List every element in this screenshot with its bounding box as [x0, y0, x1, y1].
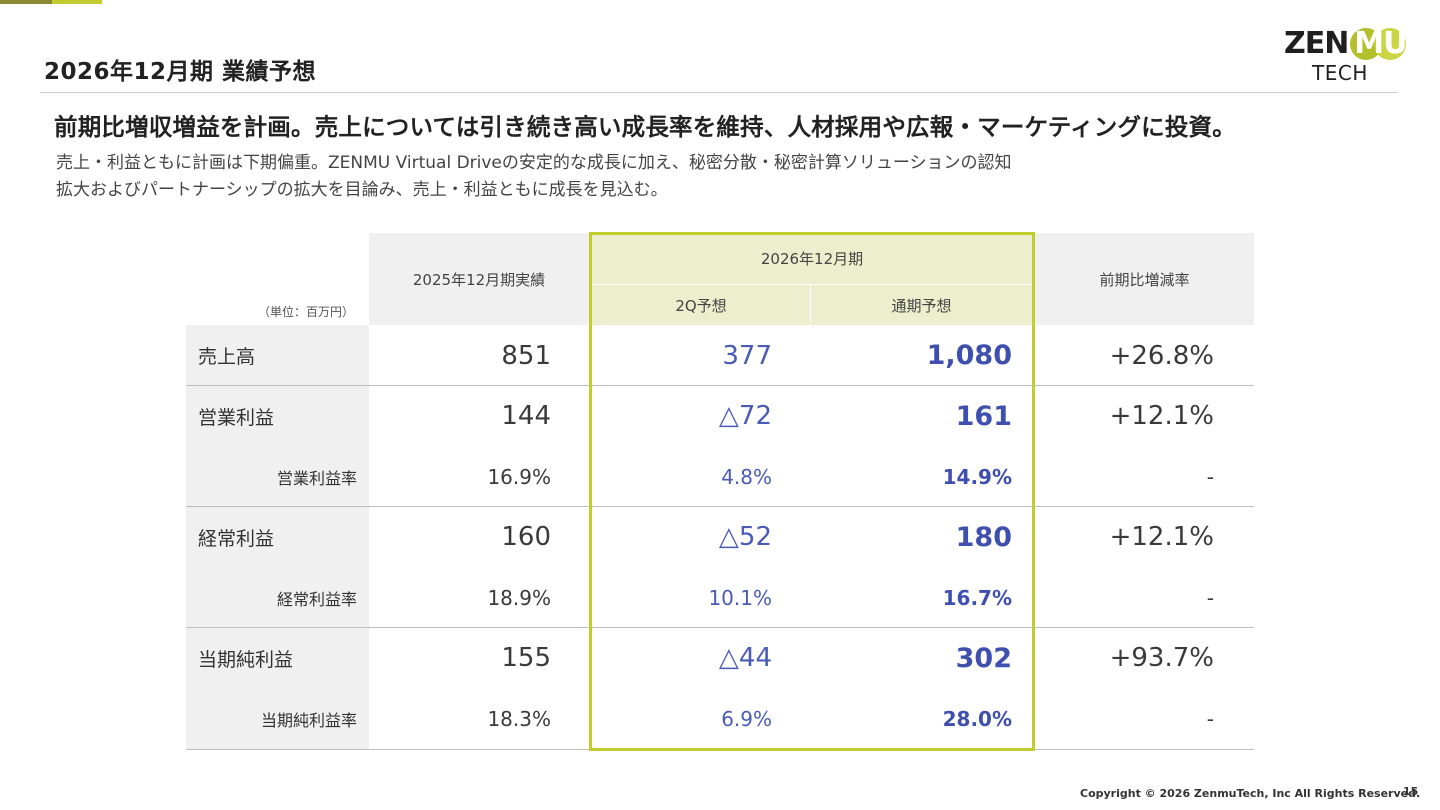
- cell-yoy: -: [1206, 585, 1214, 610]
- cell-q2: △44: [718, 643, 772, 673]
- cell-q2: 10.1%: [708, 585, 772, 610]
- cell-q2: △72: [718, 401, 772, 431]
- row-label: 営業利益率: [276, 468, 357, 488]
- header-unit-cell: （単位：百万円）: [186, 233, 369, 325]
- row-label: 経常利益率: [276, 589, 357, 609]
- header-forecast-group: 2026年12月期: [592, 233, 1032, 284]
- cell-actual: 155: [501, 643, 551, 673]
- cell-yoy: +26.8%: [1109, 340, 1214, 371]
- cell-full: 16.7%: [942, 585, 1012, 610]
- description-line: 拡大およびパートナーシップの拡大を目論み、売上・利益ともに成長を見込む。: [56, 180, 668, 200]
- cell-yoy: +93.7%: [1109, 643, 1214, 673]
- header-yoy: 前期比増減率: [1035, 233, 1254, 325]
- forecast-table: （単位：百万円） 2025年12月期実績 2026年12月期 2Q予想 通期予想…: [186, 233, 1254, 750]
- header-forecast-2q: 2Q予想: [592, 285, 810, 325]
- logo-text: ZEN: [1284, 26, 1349, 61]
- row-divider: [186, 627, 1254, 628]
- cell-full: 1,080: [926, 340, 1012, 371]
- header-actual: 2025年12月期実績: [369, 233, 589, 325]
- cell-yoy: +12.1%: [1109, 522, 1214, 552]
- cell-q2: 6.9%: [721, 707, 772, 731]
- cell-actual: 18.3%: [487, 707, 551, 731]
- cell-q2: 377: [722, 340, 772, 371]
- cell-actual: 18.9%: [487, 585, 551, 610]
- cell-actual: 160: [501, 522, 551, 552]
- row-label: 売上高: [198, 346, 256, 368]
- row-divider: [186, 506, 1254, 507]
- cell-yoy: +12.1%: [1109, 401, 1214, 431]
- logo-mu-mark: MU: [1350, 26, 1407, 62]
- page-title: 2026年12月期 業績予想: [44, 59, 317, 85]
- headline: 前期比増収増益を計画。売上については引き続き高い成長率を維持、人材採用や広報・マ…: [54, 113, 1236, 141]
- cell-q2: △52: [718, 522, 772, 552]
- zenmu-tech-logo: ZEN MU TECH: [1284, 26, 1407, 86]
- cell-actual: 144: [501, 401, 551, 431]
- title-divider: [40, 92, 1398, 93]
- cell-actual: 16.9%: [487, 464, 551, 489]
- unit-label: （単位：百万円）: [258, 305, 355, 319]
- description-line: 売上・利益ともに計画は下期偏重。ZENMU Virtual Driveの安定的な…: [56, 153, 1012, 173]
- row-label: 当期純利益率: [260, 711, 357, 730]
- row-divider: [186, 385, 1254, 386]
- cell-yoy: -: [1206, 707, 1214, 731]
- cell-full: 14.9%: [942, 464, 1012, 489]
- copyright: Copyright © 2026 ZenmuTech, Inc All Righ…: [1080, 787, 1421, 800]
- cell-full: 161: [955, 400, 1012, 432]
- cell-actual: 851: [501, 340, 551, 371]
- header-forecast-full: 通期予想: [811, 285, 1032, 325]
- logo-subtext: TECH: [1312, 61, 1368, 85]
- row-label: 当期純利益: [198, 648, 294, 671]
- cell-q2: 4.8%: [721, 464, 772, 489]
- description: 売上・利益ともに計画は下期偏重。ZENMU Virtual Driveの安定的な…: [56, 150, 1012, 204]
- cell-full: 180: [955, 521, 1012, 553]
- accent-bar-light: [52, 0, 102, 4]
- cell-full: 28.0%: [942, 707, 1012, 731]
- label-column: [186, 325, 369, 750]
- row-divider: [186, 749, 1254, 750]
- page-number: 15: [1403, 785, 1419, 798]
- row-label: 営業利益: [198, 406, 275, 429]
- row-label: 経常利益: [198, 527, 275, 550]
- cell-full: 302: [955, 642, 1012, 674]
- cell-yoy: -: [1206, 464, 1214, 489]
- accent-bar: [0, 0, 52, 4]
